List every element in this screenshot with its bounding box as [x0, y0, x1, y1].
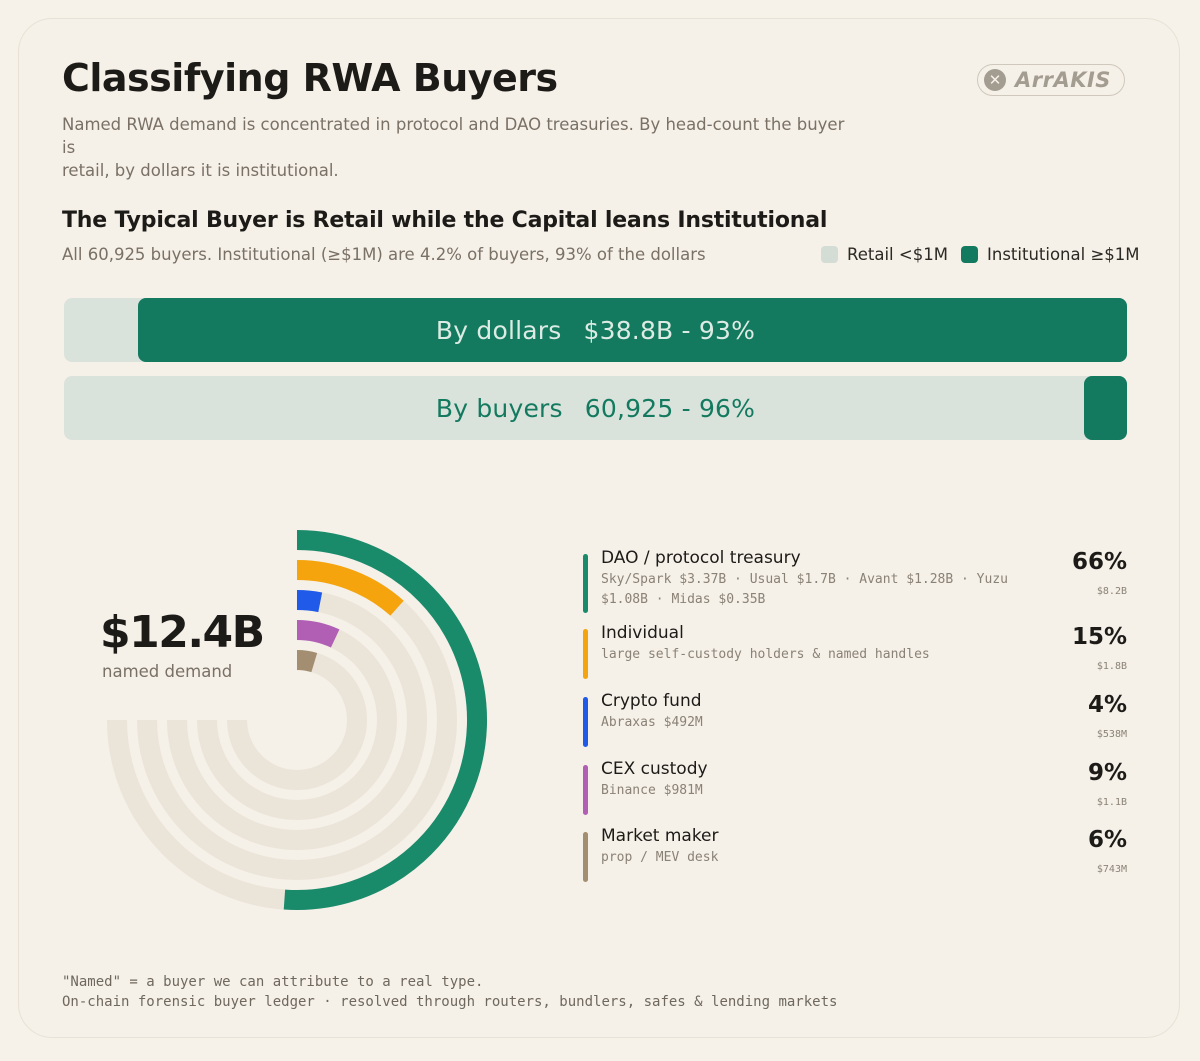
legend-retail: Retail <$1M [821, 245, 948, 264]
category-accent-bar [583, 629, 588, 679]
category-detail-line: $1.08B · Midas $0.35B [601, 592, 766, 607]
radial-track [227, 650, 367, 790]
radial-track [197, 620, 397, 820]
total-label: named demand [102, 662, 233, 681]
category-accent-bar [583, 765, 588, 815]
logo-text: ArrAKIS [1015, 68, 1111, 92]
category-name: CEX custody [601, 759, 708, 779]
category-accent-bar [583, 554, 588, 613]
total-value: $12.4B [100, 607, 265, 658]
category-detail: prop / MEV desk [601, 848, 1031, 868]
category-percent: 4% [1087, 692, 1127, 718]
bar-value-text: $38.8B - 93% [583, 315, 756, 345]
category-detail: large self-custody holders & named handl… [601, 645, 1031, 665]
category-individual: Individual large self-custody holders & n… [583, 623, 1127, 679]
radial-bar-dao [283, 530, 487, 910]
bar-label-text: By buyers [435, 393, 563, 423]
category-detail-line: large self-custody holders & named handl… [601, 647, 930, 662]
category-accent-bar [583, 697, 588, 747]
bar-by-buyers: By buyers 60,925 - 96% [64, 376, 1127, 440]
bar-by-dollars-label: By dollars $38.8B - 93% [64, 298, 1127, 362]
legend-retail-label: Retail <$1M [847, 245, 948, 264]
radial-track [137, 560, 457, 880]
category-detail: Sky/Spark $3.37B · Usual $1.7B · Avant $… [601, 570, 1031, 610]
footnote: "Named" = a buyer we can attribute to a … [62, 972, 837, 1012]
category-detail-line: Abraxas $492M [601, 715, 703, 730]
category-percent: 9% [1087, 760, 1127, 786]
category-name: DAO / protocol treasury [601, 548, 801, 568]
page-subtitle: Named RWA demand is concentrated in prot… [62, 113, 862, 182]
category-name: Individual [601, 623, 684, 643]
category-amount: $8.2B [1096, 586, 1127, 597]
category-amount: $1.1B [1096, 797, 1127, 808]
subtitle-line: retail, by dollars it is institutional. [62, 161, 339, 180]
category-dao: DAO / protocol treasury Sky/Spark $3.37B … [583, 548, 1127, 613]
category-accent-bar [583, 832, 588, 882]
category-name: Crypto fund [601, 691, 702, 711]
category-market-maker: Market maker prop / MEV desk 6% $743M [583, 826, 1127, 882]
category-detail: Abraxas $492M [601, 713, 1031, 733]
category-detail-line: Sky/Spark $3.37B · Usual $1.7B · Avant $… [601, 572, 1008, 587]
category-detail-line: prop / MEV desk [601, 850, 719, 865]
category-detail-line: Binance $981M [601, 783, 703, 798]
legend-retail-swatch [821, 246, 838, 263]
category-percent: 66% [1071, 549, 1127, 575]
bar-value-text: 60,925 - 96% [584, 393, 756, 423]
category-detail: Binance $981M [601, 781, 1031, 801]
bar-by-dollars-institutional-fill [138, 298, 1127, 362]
section-heading: The Typical Buyer is Retail while the Ca… [62, 208, 828, 233]
category-name: Market maker [601, 826, 719, 846]
section-subheading: All 60,925 buyers. Institutional (≥$1M) … [62, 245, 706, 264]
category-amount: $743M [1096, 864, 1127, 875]
brand-logo: ✕ ArrAKIS [977, 64, 1125, 96]
category-amount: $538M [1096, 729, 1127, 740]
bar-by-buyers-label: By buyers 60,925 - 96% [64, 376, 1127, 440]
legend-institutional: Institutional ≥$1M [961, 245, 1140, 264]
category-percent: 15% [1071, 624, 1127, 650]
bar-by-dollars: By dollars $38.8B - 93% [64, 298, 1127, 362]
legend-institutional-label: Institutional ≥$1M [987, 245, 1140, 264]
bar-label-text: By dollars [435, 315, 562, 345]
radial-track [167, 590, 427, 850]
footnote-line: "Named" = a buyer we can attribute to a … [62, 974, 484, 990]
category-amount: $1.8B [1096, 661, 1127, 672]
bar-by-buyers-institutional-fill [1084, 376, 1127, 440]
radial-bar-individual [296, 560, 404, 616]
category-cex: CEX custody Binance $981M 9% $1.1B [583, 759, 1127, 815]
subtitle-line: Named RWA demand is concentrated in prot… [62, 115, 845, 157]
radial-bar-crypto-fund [296, 590, 323, 613]
logo-x-icon: ✕ [984, 69, 1006, 91]
radial-bar-market-maker [296, 650, 318, 673]
category-percent: 6% [1087, 827, 1127, 853]
legend-institutional-swatch [961, 246, 978, 263]
radial-bar-cex [296, 620, 340, 648]
page-title: Classifying RWA Buyers [62, 56, 558, 100]
footnote-line: On-chain forensic buyer ledger · resolve… [62, 994, 838, 1010]
category-crypto-fund: Crypto fund Abraxas $492M 4% $538M [583, 691, 1127, 747]
